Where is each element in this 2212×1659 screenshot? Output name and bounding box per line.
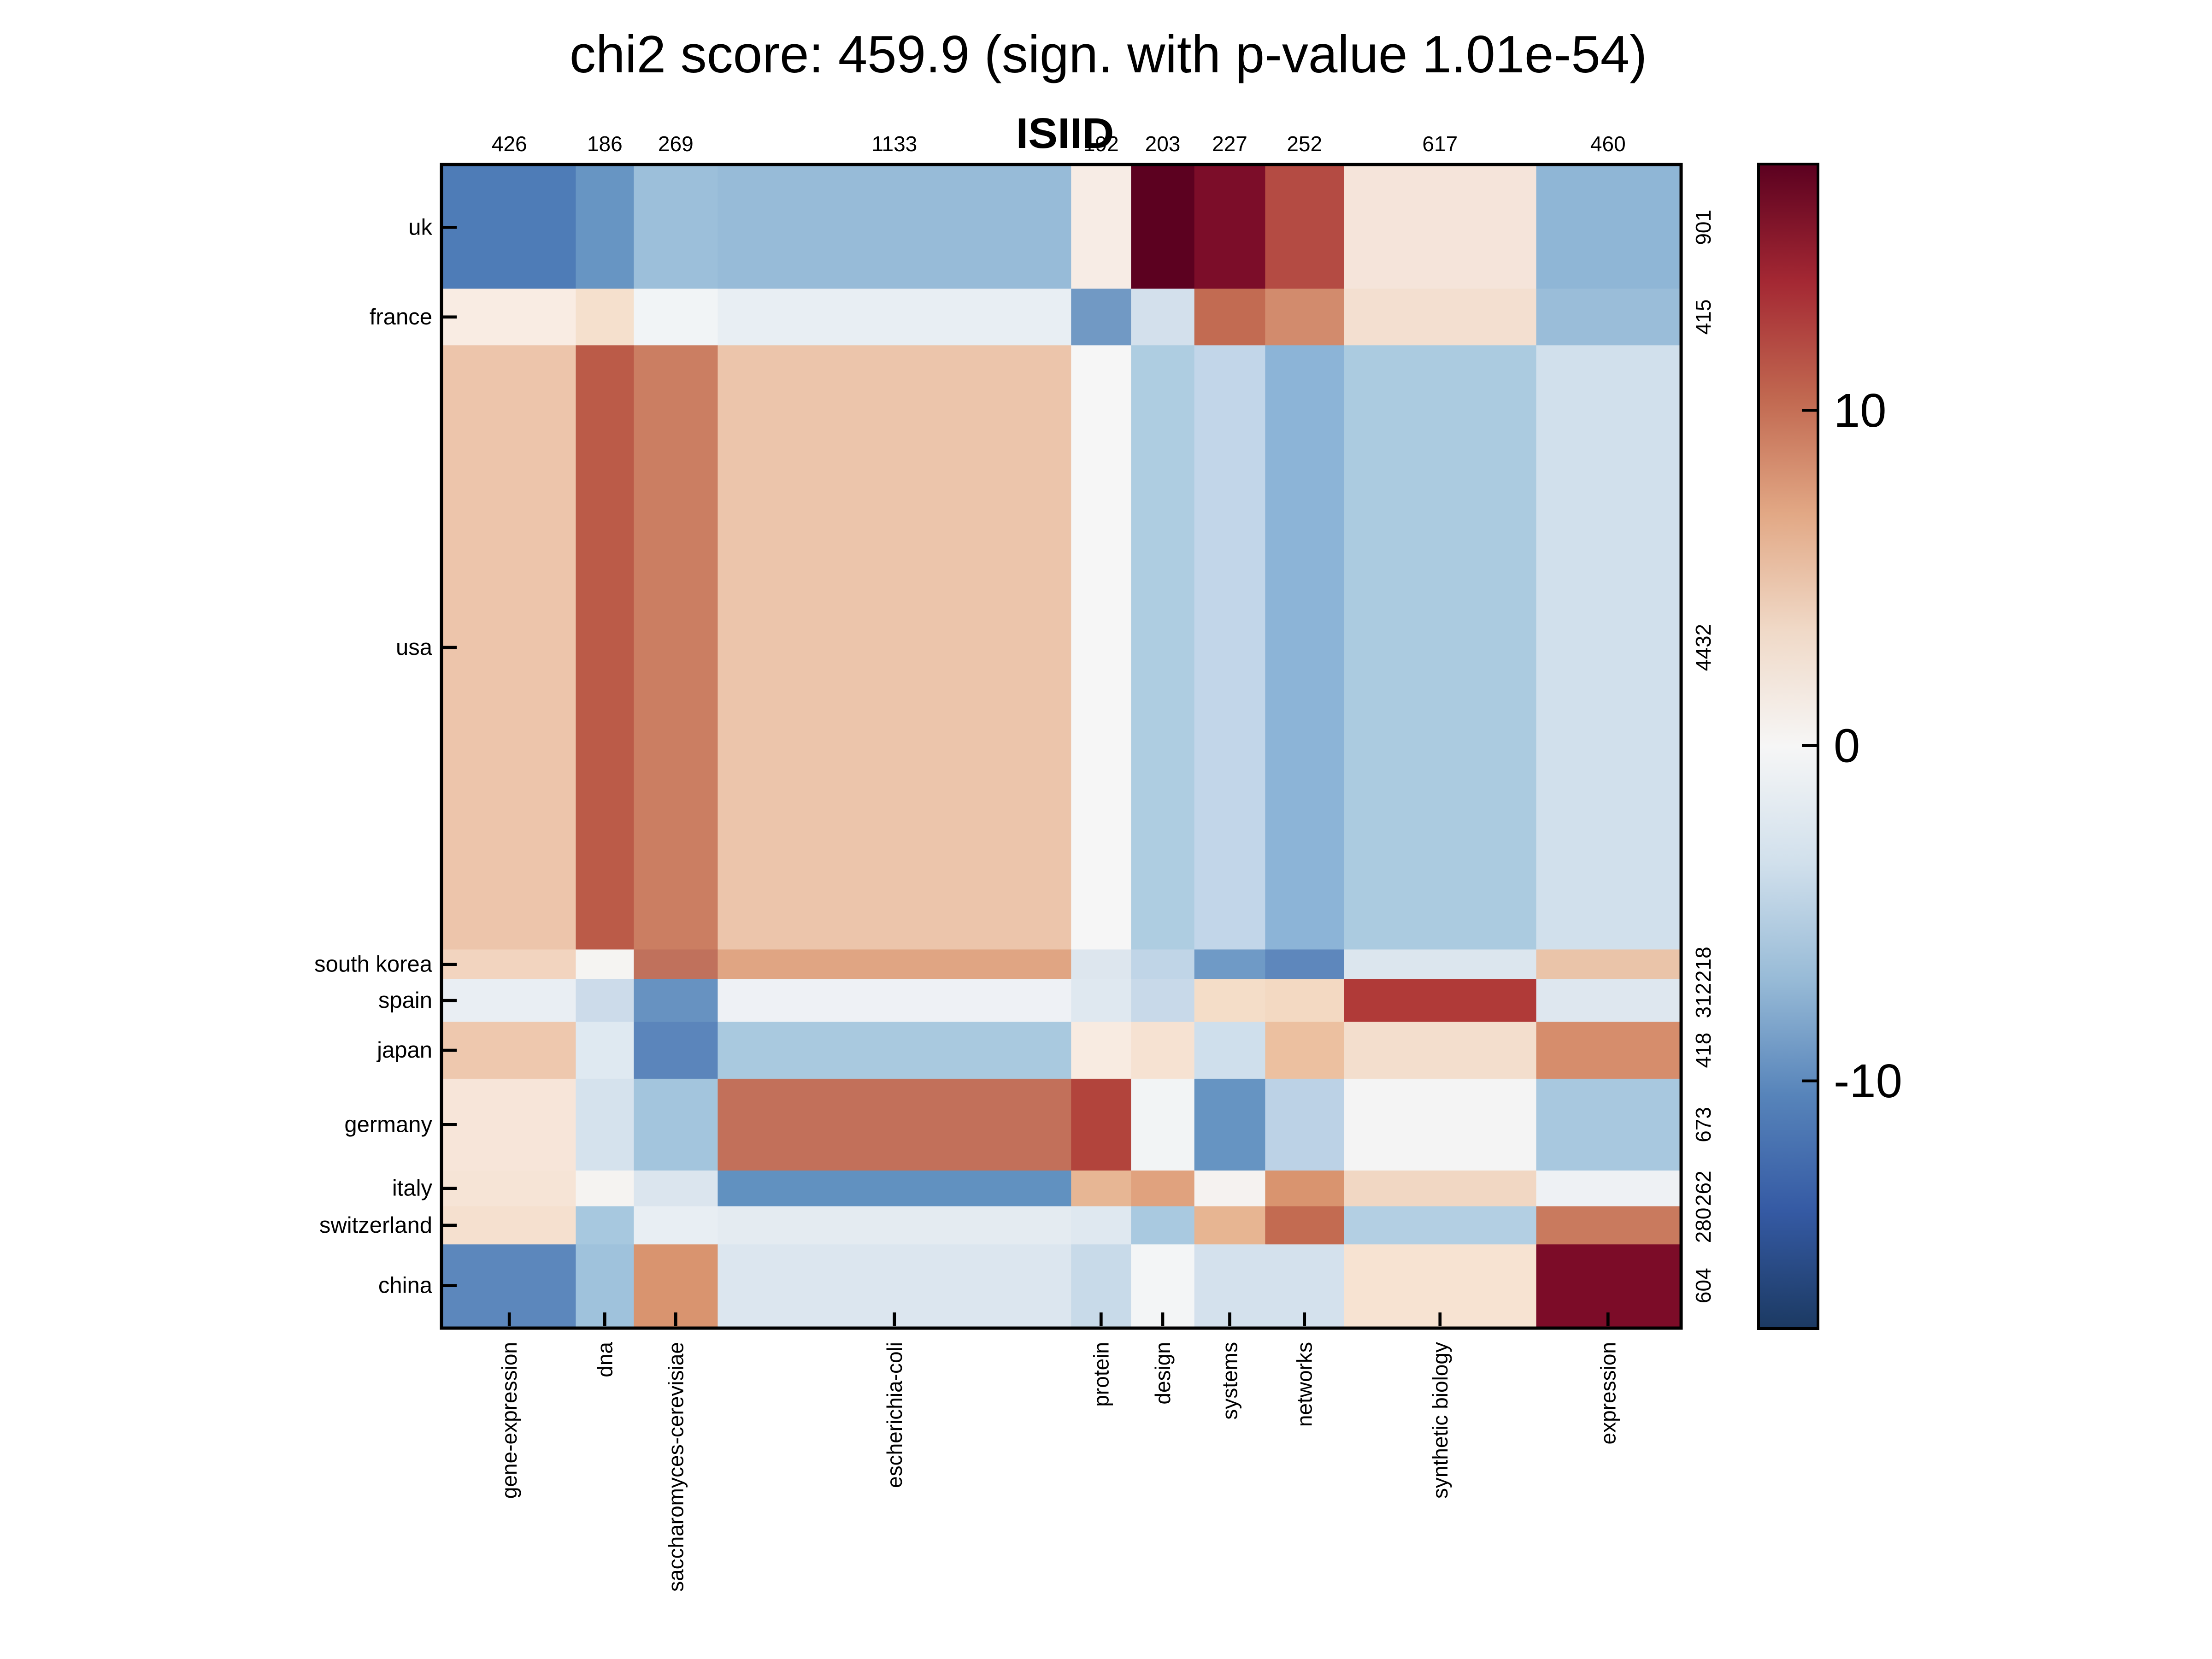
svg-text:dna: dna [593,1342,617,1377]
svg-text:227: 227 [1212,132,1247,156]
svg-text:252: 252 [1287,132,1322,156]
svg-text:expression: expression [1596,1342,1620,1444]
svg-text:china: china [378,1273,433,1298]
svg-text:design: design [1151,1342,1175,1405]
svg-text:901: 901 [1691,210,1715,245]
svg-text:synthetic biology: synthetic biology [1428,1342,1452,1499]
svg-text:280: 280 [1691,1208,1715,1243]
svg-text:192: 192 [1083,132,1119,156]
svg-text:1133: 1133 [871,132,917,156]
svg-text:426: 426 [492,132,527,156]
svg-text:418: 418 [1691,1033,1715,1068]
svg-text:4432: 4432 [1691,624,1715,671]
svg-text:switzerland: switzerland [319,1213,432,1238]
svg-text:networks: networks [1293,1342,1317,1427]
svg-text:germany: germany [344,1112,432,1137]
svg-text:218: 218 [1691,947,1715,982]
svg-text:italy: italy [392,1176,433,1201]
svg-text:186: 186 [587,132,623,156]
svg-text:uk: uk [408,215,432,240]
svg-text:604: 604 [1691,1268,1715,1303]
svg-text:chi2 score: 459.9 (sign. with: chi2 score: 459.9 (sign. with p-value 1.… [570,25,1647,84]
svg-text:262: 262 [1691,1171,1715,1206]
svg-text:269: 269 [658,132,694,156]
svg-text:-10: -10 [1834,1054,1902,1107]
svg-text:203: 203 [1145,132,1181,156]
svg-text:gene-expression: gene-expression [497,1342,521,1499]
svg-text:systems: systems [1218,1342,1242,1420]
svg-text:japan: japan [376,1038,432,1063]
svg-text:312: 312 [1691,983,1715,1018]
svg-text:france: france [370,305,432,329]
svg-text:0: 0 [1834,719,1860,772]
svg-text:10: 10 [1834,384,1887,437]
svg-text:protein: protein [1089,1342,1113,1407]
svg-text:ISIID: ISIID [1016,109,1114,157]
svg-text:usa: usa [396,635,433,660]
svg-text:673: 673 [1691,1107,1715,1142]
svg-text:460: 460 [1590,132,1626,156]
svg-text:617: 617 [1422,132,1458,156]
svg-text:415: 415 [1691,300,1715,335]
svg-text:escherichia-coli: escherichia-coli [882,1342,906,1488]
svg-text:saccharomyces-cerevisiae: saccharomyces-cerevisiae [664,1342,688,1592]
svg-text:spain: spain [378,988,432,1013]
svg-text:south korea: south korea [314,952,433,977]
